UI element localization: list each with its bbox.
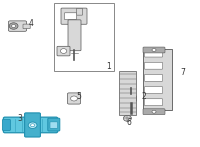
FancyBboxPatch shape: [76, 8, 83, 15]
Circle shape: [31, 124, 35, 127]
Text: 5: 5: [77, 92, 81, 101]
FancyBboxPatch shape: [143, 109, 165, 115]
FancyBboxPatch shape: [144, 87, 163, 93]
FancyBboxPatch shape: [67, 93, 81, 104]
FancyBboxPatch shape: [119, 71, 136, 115]
Text: 3: 3: [18, 114, 22, 123]
Circle shape: [60, 49, 67, 53]
FancyBboxPatch shape: [144, 75, 163, 81]
FancyBboxPatch shape: [144, 50, 163, 57]
Circle shape: [123, 115, 131, 121]
Polygon shape: [125, 94, 137, 103]
Circle shape: [12, 25, 16, 27]
FancyBboxPatch shape: [144, 62, 163, 69]
FancyBboxPatch shape: [61, 8, 87, 24]
FancyBboxPatch shape: [64, 13, 77, 20]
FancyBboxPatch shape: [54, 3, 114, 71]
FancyBboxPatch shape: [50, 122, 58, 128]
Text: 1: 1: [107, 62, 111, 71]
FancyBboxPatch shape: [68, 20, 81, 51]
Circle shape: [9, 23, 18, 29]
Text: 6: 6: [127, 118, 131, 127]
FancyBboxPatch shape: [143, 49, 172, 110]
FancyBboxPatch shape: [8, 21, 27, 31]
FancyBboxPatch shape: [127, 86, 135, 90]
FancyBboxPatch shape: [144, 99, 163, 106]
Circle shape: [152, 110, 156, 113]
FancyBboxPatch shape: [48, 118, 60, 131]
Text: 7: 7: [181, 68, 185, 77]
FancyBboxPatch shape: [143, 47, 165, 53]
FancyBboxPatch shape: [25, 113, 40, 137]
Circle shape: [71, 96, 77, 101]
Text: 2: 2: [142, 92, 146, 101]
FancyBboxPatch shape: [2, 119, 10, 131]
Circle shape: [28, 122, 37, 128]
Circle shape: [152, 49, 156, 51]
FancyBboxPatch shape: [3, 117, 58, 133]
FancyBboxPatch shape: [57, 46, 70, 56]
Text: 4: 4: [29, 19, 33, 28]
FancyBboxPatch shape: [23, 24, 30, 29]
